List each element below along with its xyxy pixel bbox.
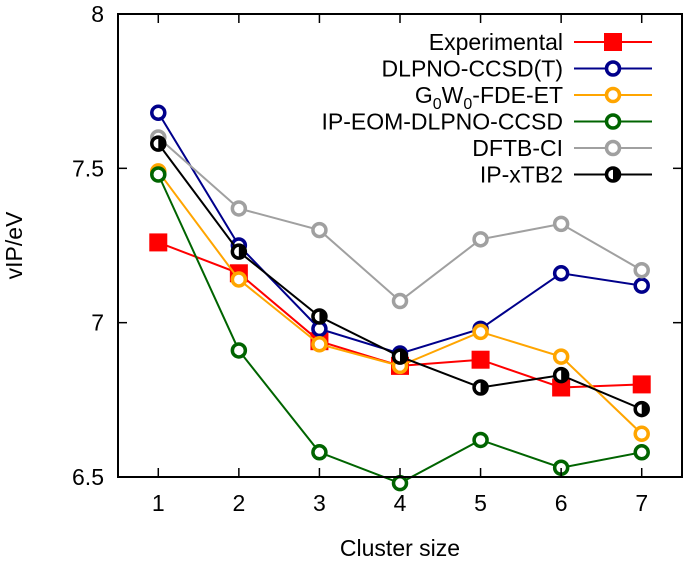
- data-point: [552, 378, 571, 397]
- data-point: [552, 215, 570, 233]
- data-point: [633, 444, 650, 461]
- x-tick-label: 5: [474, 490, 487, 516]
- data-point: [230, 342, 248, 359]
- legend-label: DLPNO-CCSD(T): [382, 56, 563, 82]
- legend-label: IP-EOM-DLPNO-CCSD: [321, 109, 563, 135]
- legend-item: IP-xTB2: [480, 162, 652, 188]
- data-point: [552, 265, 570, 282]
- series-5: [150, 135, 650, 418]
- data-point: [552, 348, 570, 365]
- legend-marker: [604, 60, 622, 77]
- data-point: [150, 135, 167, 152]
- y-axis-label: vIP/eV: [1, 211, 27, 279]
- data-point: [150, 104, 167, 122]
- data-point: [632, 375, 651, 394]
- legend-item: DLPNO-CCSD(T): [382, 56, 652, 82]
- data-point: [230, 243, 248, 260]
- data-point: [633, 400, 650, 418]
- legend-item: Experimental: [429, 29, 652, 55]
- x-tick-label: 7: [635, 490, 648, 516]
- x-tick-label: 6: [555, 490, 568, 516]
- data-point: [472, 431, 489, 449]
- series-layer: [149, 104, 651, 492]
- x-tick-label: 3: [313, 490, 326, 516]
- y-tick-label: 6.5: [72, 464, 104, 490]
- legend-marker: [604, 86, 622, 104]
- data-point: [633, 277, 650, 294]
- legend-item: IP-EOM-DLPNO-CCSD: [321, 109, 652, 135]
- legend-marker: [604, 139, 622, 157]
- data-point: [391, 474, 409, 492]
- data-point: [311, 221, 328, 239]
- data-point: [472, 323, 489, 341]
- data-point: [150, 166, 167, 183]
- y-tick-label: 7: [91, 310, 104, 336]
- legend: ExperimentalDLPNO-CCSD(T)G0W0-FDE-ETIP-E…: [321, 29, 652, 188]
- legend-marker: [604, 113, 622, 130]
- data-point: [311, 308, 328, 325]
- data-point: [391, 348, 409, 365]
- data-point: [230, 200, 248, 217]
- series-line: [157, 174, 642, 485]
- x-tick-label: 1: [152, 490, 165, 516]
- series-3: [150, 166, 650, 492]
- data-point: [230, 271, 248, 288]
- legend-label: IP-xTB2: [480, 162, 563, 188]
- data-point: [472, 231, 489, 248]
- data-point: [633, 425, 650, 443]
- y-tick-label: 7.5: [72, 155, 104, 181]
- legend-label: DFTB-CI: [472, 135, 563, 161]
- data-point: [552, 366, 570, 384]
- data-point: [633, 261, 650, 279]
- legend-label: G0W0-FDE-ET: [415, 82, 563, 113]
- x-tick-label: 2: [232, 490, 245, 516]
- legend-marker: [604, 33, 622, 51]
- legend-item: G0W0-FDE-ET: [415, 82, 652, 113]
- x-tick-label: 4: [394, 490, 407, 516]
- series-4: [150, 129, 650, 310]
- x-axis-label: Cluster size: [340, 535, 460, 561]
- y-tick-label: 8: [91, 1, 104, 27]
- series-line: [157, 112, 642, 355]
- legend-label: Experimental: [429, 29, 563, 55]
- data-point: [311, 444, 328, 461]
- data-point: [471, 350, 490, 369]
- legend-marker: [604, 166, 622, 183]
- data-point: [149, 233, 168, 252]
- data-point: [311, 336, 328, 353]
- data-point: [472, 379, 489, 396]
- legend-item: DFTB-CI: [472, 135, 652, 161]
- data-point: [391, 292, 409, 310]
